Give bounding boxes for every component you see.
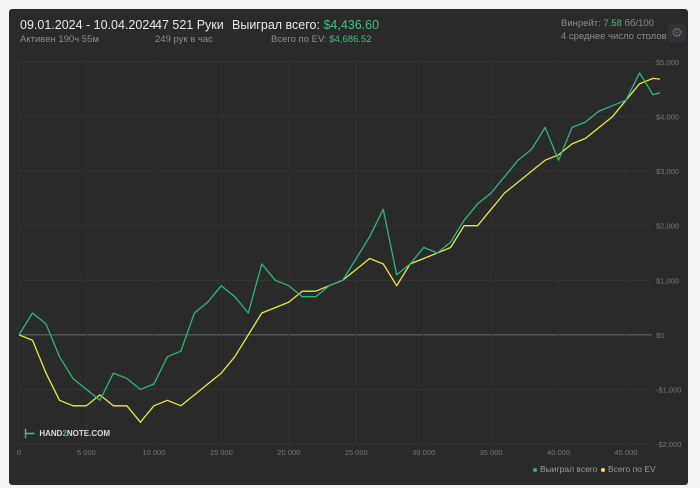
winrate-value: 7.58 <box>603 18 622 29</box>
winrate: Винрейт: 7.58 бб/100 <box>561 18 654 29</box>
y-tick-label: -$2,000 <box>656 440 681 449</box>
total-ev: Всего по EV: $4,686.52 <box>271 34 371 45</box>
x-tick-label: 20 000 <box>277 448 300 457</box>
ev-value: $4,686.52 <box>329 34 372 45</box>
won-value: $4,436.60 <box>323 18 380 32</box>
winrate-label: Винрейт: <box>561 18 601 29</box>
y-tick-label: $3,000 <box>656 167 679 176</box>
series-line-won <box>18 72 661 401</box>
hands-count: 47 521 Руки <box>155 18 224 32</box>
legend-item-won[interactable]: Выиграл всего <box>533 464 597 474</box>
x-tick-label: 5 000 <box>77 448 96 457</box>
x-tick-label: 0 <box>17 448 21 457</box>
total-won: Выиграл всего: $4,436.60 <box>232 18 379 32</box>
x-tick-label: 10 000 <box>142 448 165 457</box>
hand2note-logo: ⊢ HAND2NOTE.COM <box>24 426 110 441</box>
avg-tables: 4 среднее число столов <box>561 31 667 42</box>
ev-label: Всего по EV: <box>271 34 327 45</box>
x-tick-label: 40 000 <box>547 448 570 457</box>
won-label: Выиграл всего: <box>232 18 320 32</box>
y-tick-label: $0 <box>656 331 664 340</box>
y-tick-label: -$1,000 <box>656 385 681 394</box>
x-tick-label: 30 000 <box>412 448 435 457</box>
series-line-ev <box>18 77 661 423</box>
x-tick-label: 15 000 <box>210 448 233 457</box>
legend-dot-won <box>533 467 537 472</box>
active-time: Активен 190ч 55м <box>20 34 99 45</box>
x-tick-label: 45 000 <box>615 448 638 457</box>
x-tick-label: 25 000 <box>345 448 368 457</box>
y-tick-label: $1,000 <box>656 276 679 285</box>
date-range: 09.01.2024 - 10.04.2024 <box>20 18 157 32</box>
gear-icon[interactable]: ⚙ <box>668 24 686 42</box>
legend-item-ev[interactable]: Всего по EV <box>601 464 656 474</box>
y-tick-label: $2,000 <box>656 222 679 231</box>
y-tick-label: $4,000 <box>656 113 679 122</box>
hands-per-hour: 249 рук в час <box>155 34 213 45</box>
legend-dot-ev <box>601 467 605 472</box>
x-tick-label: 35 000 <box>480 448 503 457</box>
winrate-unit: бб/100 <box>624 18 654 29</box>
y-tick-label: $5,000 <box>656 58 679 67</box>
